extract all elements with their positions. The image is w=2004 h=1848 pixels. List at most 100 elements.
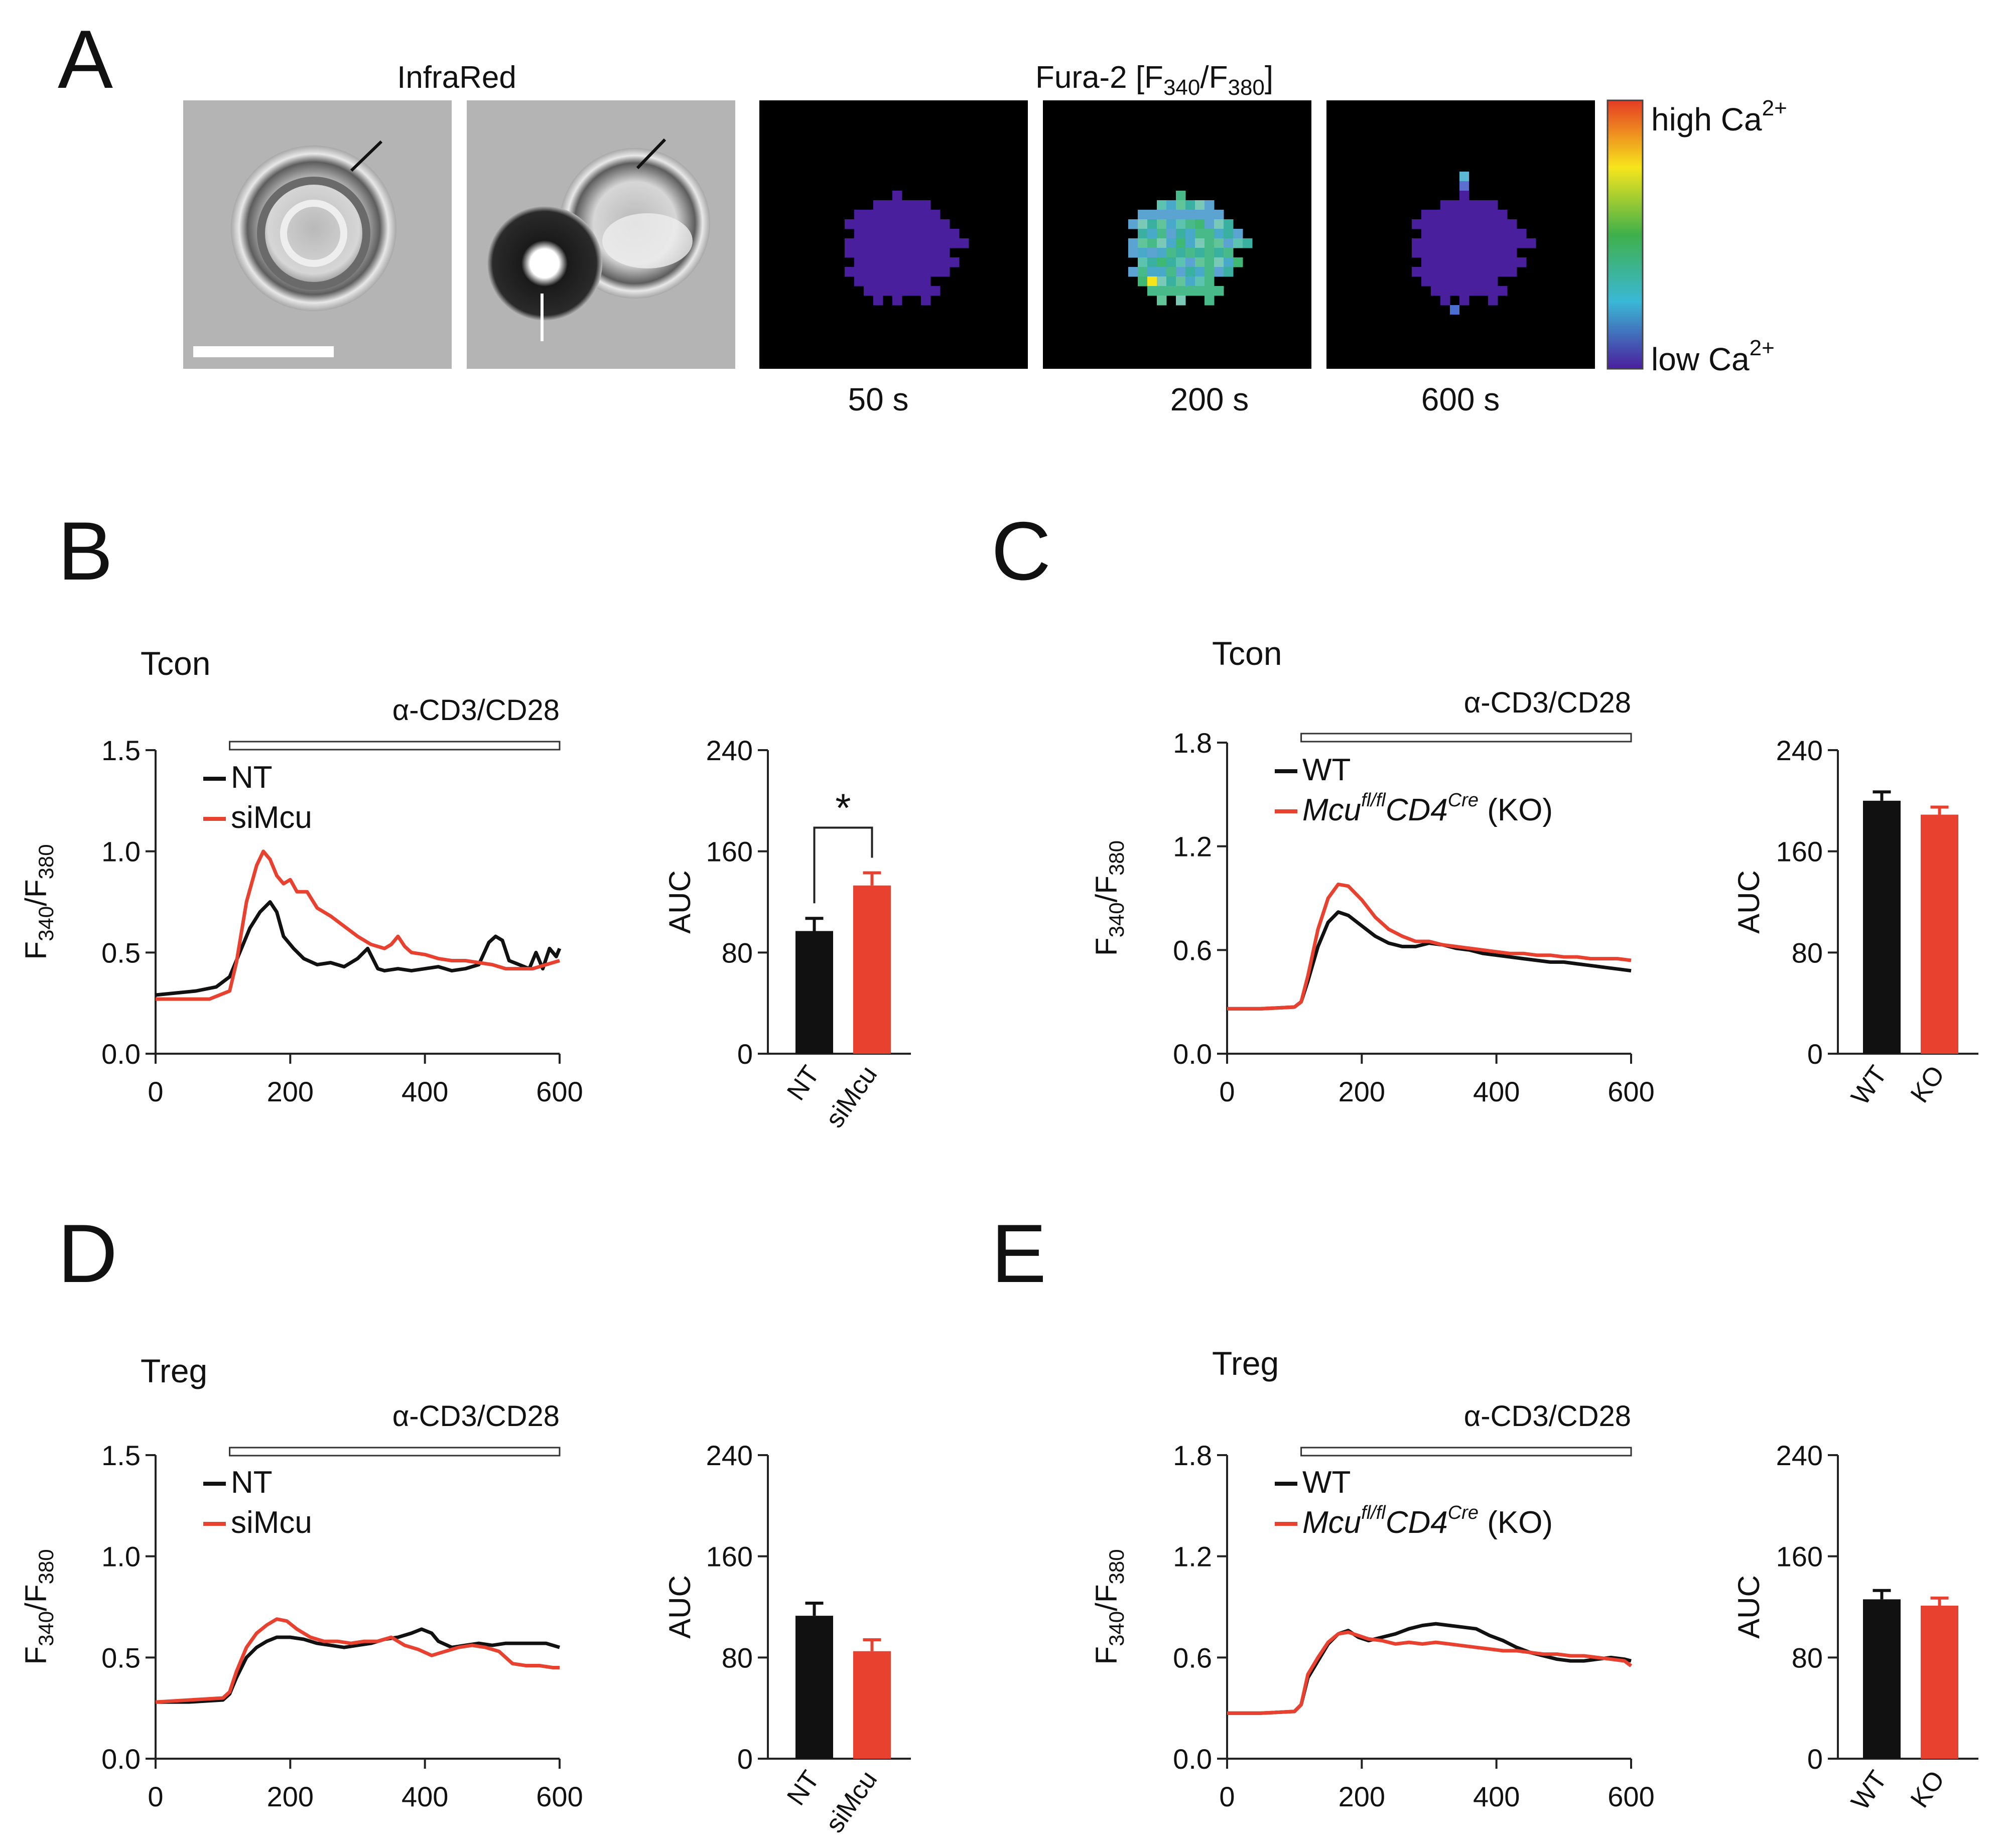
bar-KO <box>1921 814 1958 1054</box>
cell-pixel <box>1157 219 1167 229</box>
cell-pixel <box>1166 210 1176 220</box>
cell-pixel <box>930 238 941 248</box>
y-axis-label: AUC <box>663 870 697 934</box>
cell-pixel <box>911 248 921 258</box>
panel-letter-c: C <box>991 505 1051 597</box>
cell-pixel <box>1459 181 1469 191</box>
y-axis-label: F340/F380 <box>1090 1549 1128 1664</box>
significance-bracket <box>813 826 873 904</box>
y-tick-label: 160 <box>706 1541 753 1573</box>
y-tick-label: 1.0 <box>101 836 141 868</box>
cell-pixel <box>930 229 941 239</box>
cell-pixel <box>902 219 912 229</box>
arrow-icon <box>350 140 383 172</box>
bar-WT <box>1863 1599 1901 1759</box>
cell-pixel <box>1469 238 1479 248</box>
cell-pixel <box>1469 229 1479 239</box>
cell-pixel <box>1431 248 1441 258</box>
cell-pixel <box>873 296 883 306</box>
y-tick-label: 1.0 <box>101 1541 141 1573</box>
cell-pixel <box>1195 219 1205 229</box>
legend-part: fl/fl <box>1361 1502 1386 1523</box>
chart-title: Tcon <box>1212 635 1282 672</box>
y-label-part: 380 <box>34 1549 58 1584</box>
y-tick-label: 240 <box>706 1440 753 1471</box>
legend-part: Mcu <box>1302 793 1361 827</box>
cell-pixel <box>1166 200 1176 210</box>
cell-pixel <box>1176 286 1186 296</box>
cell-pixel <box>1147 286 1157 296</box>
cell-pixel <box>854 276 864 287</box>
cell-pixel <box>1138 276 1148 287</box>
cell-pixel <box>892 296 902 306</box>
cell-pixel <box>883 210 893 220</box>
cell-pixel <box>1185 210 1195 220</box>
cell-pixel <box>1128 238 1138 248</box>
category-label: NT <box>781 1766 825 1811</box>
cell-pixel <box>1459 267 1469 277</box>
y-tick-label: 0.5 <box>101 937 141 968</box>
cell-pixel <box>1185 257 1195 267</box>
chart-title: Treg <box>1212 1345 1279 1382</box>
cell-pixel <box>1176 219 1186 229</box>
cell-pixel <box>883 248 893 258</box>
stimulus-bar <box>229 1447 561 1457</box>
chart-title: Treg <box>141 1352 207 1389</box>
cell-pixel <box>1459 200 1469 210</box>
cell-pixel <box>902 248 912 258</box>
colorbar-low-label: low Ca2+ <box>1651 336 1775 377</box>
cell-pixel <box>1195 210 1205 220</box>
cell-pixel <box>1450 229 1460 239</box>
cell-pixel <box>845 248 855 258</box>
cell-pixel <box>873 210 883 220</box>
scale-bar <box>193 346 334 357</box>
cell-pixel <box>864 257 874 267</box>
x-tick-label: 0 <box>1219 1076 1235 1107</box>
y-label-part: 380 <box>1105 840 1128 876</box>
cell-pixel <box>1421 229 1431 239</box>
x-tick-label: 600 <box>1608 1076 1654 1107</box>
x-tick-label: 200 <box>1339 1076 1385 1107</box>
cell-pixel <box>873 267 883 277</box>
bead <box>487 206 602 321</box>
cell-pixel <box>864 229 874 239</box>
cell-pixel <box>1185 219 1195 229</box>
cell-pixel <box>1176 296 1186 306</box>
cell-pixel <box>1459 210 1469 220</box>
legend-label: Mcufl/flCD4Cre (KO) <box>1302 790 1553 827</box>
y-label-part: 340 <box>34 906 58 941</box>
cell-pixel <box>921 219 931 229</box>
cell-pixel <box>1138 248 1148 258</box>
cell-pixel <box>854 229 864 239</box>
cell-pixel <box>892 238 902 248</box>
cell-pixel <box>1205 210 1215 220</box>
cell-pixel <box>873 257 883 267</box>
legend-part: Cre <box>1448 790 1479 811</box>
x-tick-label: 200 <box>267 1076 314 1107</box>
category-label: KO <box>1905 1766 1951 1813</box>
legend-label: NT <box>231 760 273 795</box>
cell-pixel <box>1440 257 1450 267</box>
category-label: siMcu <box>820 1766 883 1838</box>
cell-pixel <box>921 248 931 258</box>
chart-title: Tcon <box>141 645 210 682</box>
cell-pixel <box>1224 219 1234 229</box>
cell-pixel <box>1440 219 1450 229</box>
cell-pixel <box>1450 248 1460 258</box>
y-tick-label: 0 <box>737 1038 753 1070</box>
stimulus-label: α-CD3/CD28 <box>392 1400 560 1433</box>
cell-pixel <box>902 210 912 220</box>
cell-pixel <box>1431 267 1441 277</box>
cell-pixel <box>1214 238 1224 248</box>
y-tick-label: 0 <box>1807 1038 1823 1070</box>
cell-pixel <box>921 286 931 296</box>
cell-pixel <box>1157 276 1167 287</box>
cell-pixel <box>1147 257 1157 267</box>
stimulus-bar <box>229 741 561 751</box>
y-tick-label: 160 <box>1776 836 1823 868</box>
y-tick-label: 160 <box>1776 1541 1823 1573</box>
cell-pixel <box>1138 219 1148 229</box>
cell-pixel <box>883 219 893 229</box>
cell-pixel <box>1450 210 1460 220</box>
cell-pixel <box>1138 210 1148 220</box>
